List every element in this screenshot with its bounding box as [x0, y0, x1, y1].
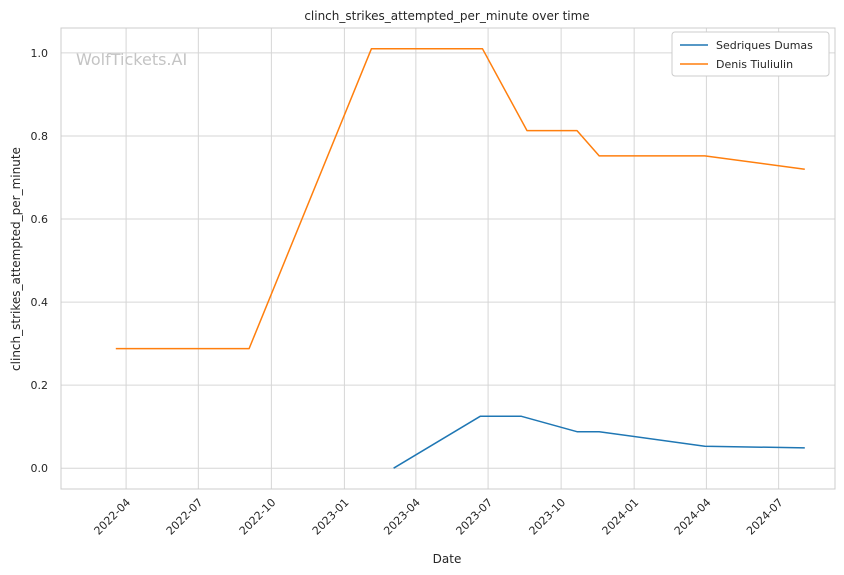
series-line-denis-tiuliulin: [115, 48, 805, 350]
y-tick-label-1.0: 1.0: [31, 47, 49, 60]
y-tick-label-0.2: 0.2: [31, 379, 49, 392]
grid: [61, 28, 835, 489]
y-axis-label: clinch_strikes_attempted_per_minute: [9, 147, 23, 371]
series-line-sedriques-dumas: [393, 415, 805, 469]
y-tick-label-0.8: 0.8: [31, 130, 49, 143]
y-tick-label-0.4: 0.4: [31, 296, 49, 309]
x-axis-label: Date: [433, 552, 462, 566]
legend-label-denis-tiuliulin: Denis Tiuliulin: [716, 58, 793, 71]
watermark: WolfTickets.AI: [76, 50, 187, 69]
y-tick-label-0.6: 0.6: [31, 213, 49, 226]
chart-title: clinch_strikes_attempted_per_minute over…: [304, 9, 589, 23]
series-layer: [115, 48, 805, 469]
legend-label-sedriques-dumas: Sedriques Dumas: [716, 39, 813, 52]
legend-box: [671, 31, 830, 77]
legend: Sedriques Dumas Denis Tiuliulin: [671, 31, 830, 77]
plot-area-frame: [60, 27, 836, 490]
y-tick-label-0.0: 0.0: [31, 462, 49, 475]
